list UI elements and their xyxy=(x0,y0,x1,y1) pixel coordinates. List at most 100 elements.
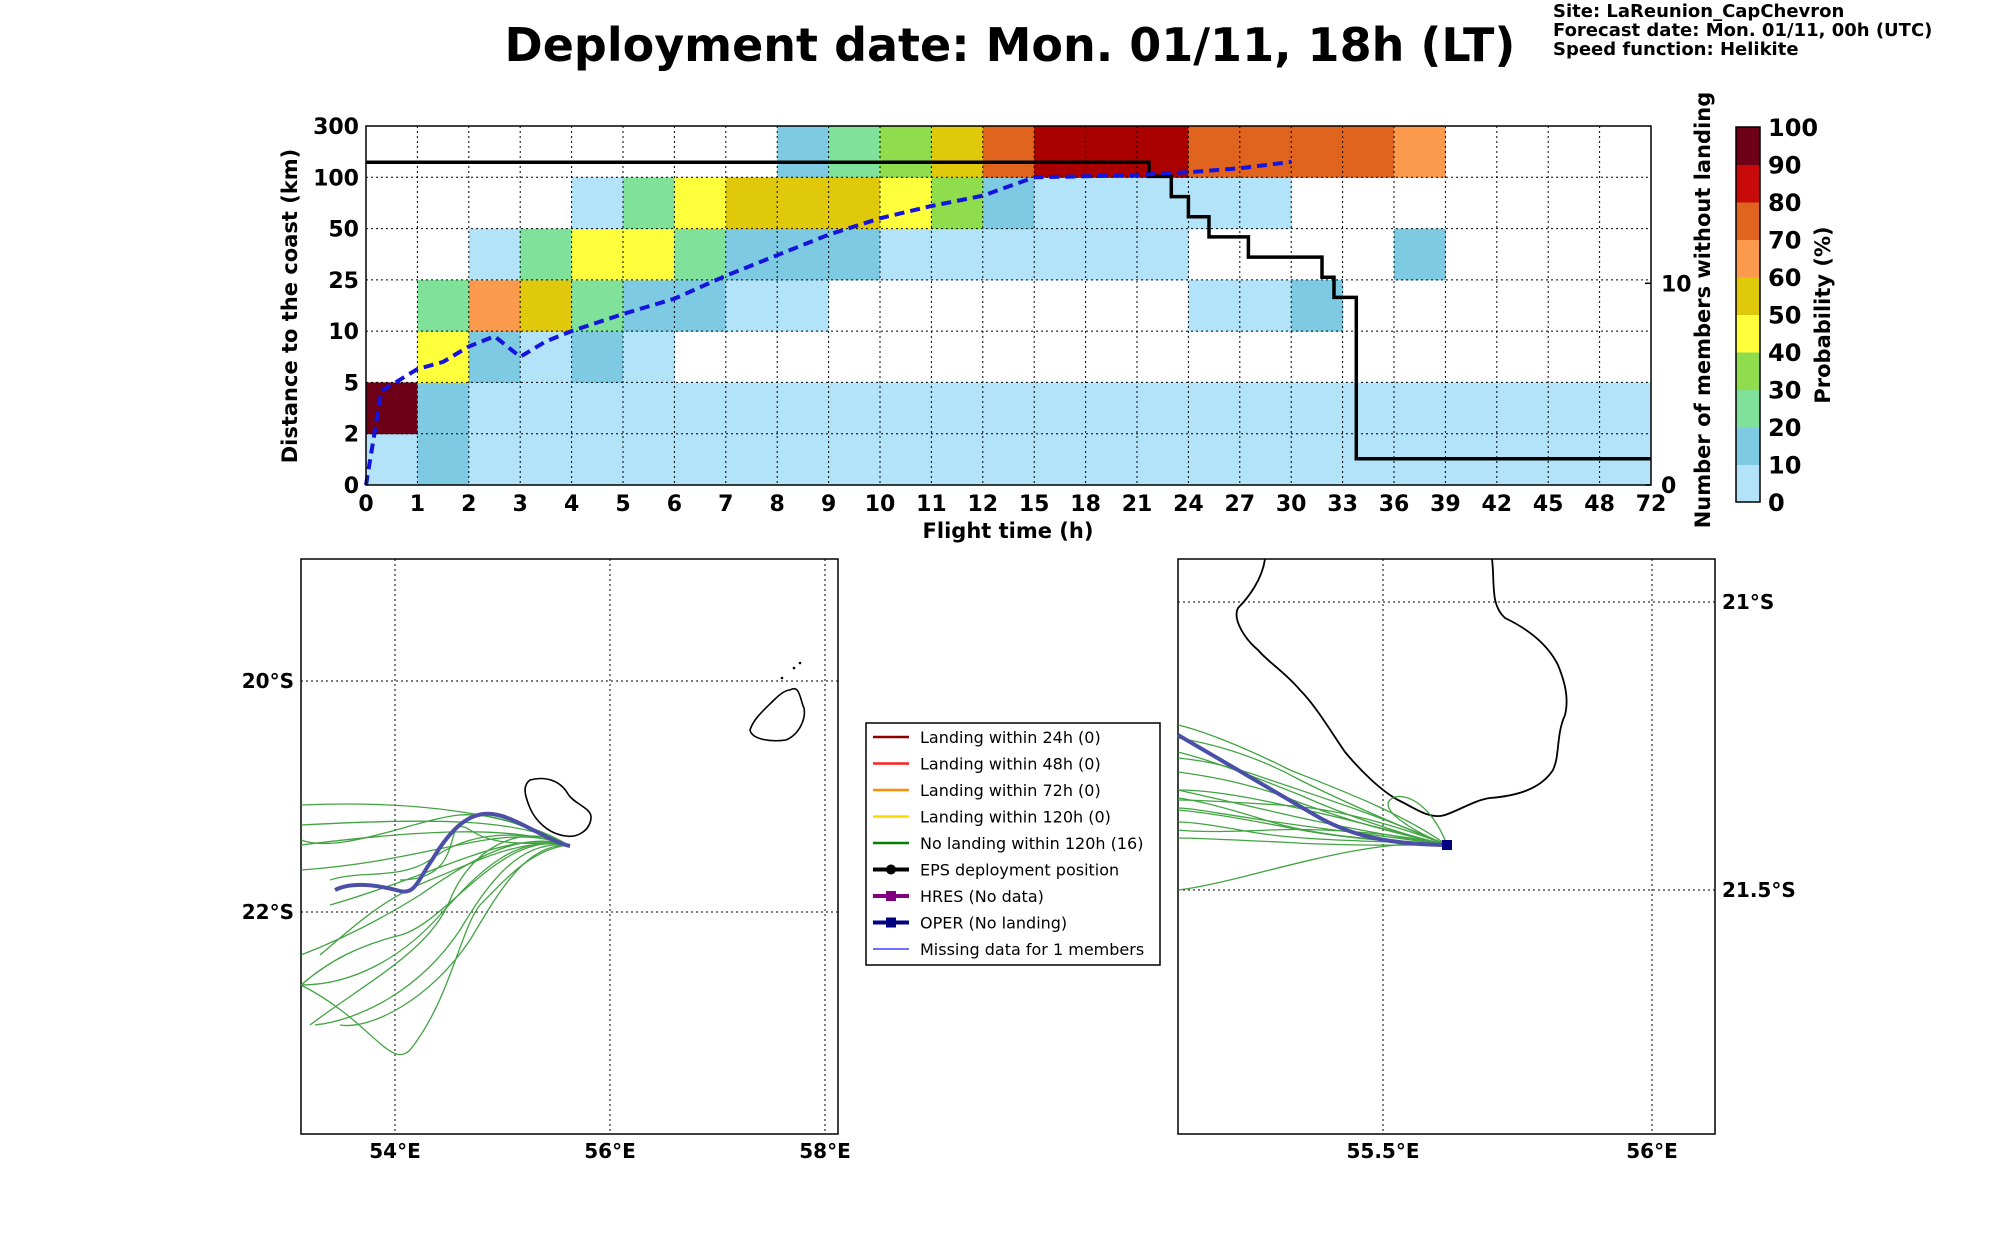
heatmap-cell xyxy=(468,228,521,281)
heatmap-cell xyxy=(828,126,881,178)
x-tick-label: 11 xyxy=(916,492,947,517)
probability-heatmap xyxy=(366,126,1652,486)
legend-marker xyxy=(886,864,896,875)
heatmap-cell xyxy=(982,228,1035,281)
heatmap-cell xyxy=(1137,228,1189,281)
deployment-marker xyxy=(1442,840,1452,850)
y-tick-label: 10 xyxy=(328,320,359,345)
colorbar-segment xyxy=(1736,239,1760,278)
heatmap-cell xyxy=(623,177,675,230)
heatmap-cell xyxy=(1034,228,1087,281)
lat-label: 22°S xyxy=(242,900,294,924)
forecast-label: Forecast date: Mon. 01/11, 00h (UTC) xyxy=(1553,20,1933,41)
heatmap-gridlines xyxy=(366,126,1651,485)
heatmap-cell xyxy=(468,331,521,383)
colorbar-tick-label: 60 xyxy=(1768,264,1801,292)
lat-label: 21.5°S xyxy=(1722,878,1796,902)
x-axis-label: Flight time (h) xyxy=(923,519,1094,543)
x-tick-label: 72 xyxy=(1636,492,1667,517)
lon-label: 56°E xyxy=(1626,1139,1678,1163)
y2-tick-label: 10 xyxy=(1661,272,1692,297)
x-tick-label: 39 xyxy=(1430,492,1461,517)
legend-label: OPER (No landing) xyxy=(920,914,1067,933)
heatmap-cell xyxy=(1239,126,1292,178)
heatmap-cell xyxy=(1342,126,1395,178)
colorbar-tick-label: 10 xyxy=(1768,452,1801,480)
heatmap-frame xyxy=(365,125,1652,486)
heatmap-cell xyxy=(931,177,984,230)
heatmap-cell xyxy=(520,279,573,332)
heatmap-cell xyxy=(725,279,778,332)
heatmap-cell xyxy=(366,382,418,435)
heatmap-cell xyxy=(1034,177,1087,230)
heatmap-cell xyxy=(1548,382,1601,435)
islet-marker xyxy=(798,661,802,665)
x-tick-label: 27 xyxy=(1224,492,1255,517)
colorbar-segment xyxy=(1736,202,1760,240)
heatmap-cell xyxy=(1342,382,1395,435)
heatmap-cell xyxy=(623,433,675,486)
heatmap-cell xyxy=(674,279,727,332)
heatmap-cell xyxy=(674,382,727,435)
heatmap-cell xyxy=(931,126,984,178)
heatmap-series xyxy=(364,159,1651,486)
reunion-island-outline xyxy=(524,777,592,838)
heatmap-cell xyxy=(931,228,984,281)
heatmap-cell xyxy=(1394,126,1446,178)
y-tick-label: 2 xyxy=(344,423,359,448)
map-zoom-labels: 55.5°E 56°E 21°S 21.5°S xyxy=(1346,590,1795,1163)
heatmap-cell xyxy=(880,228,932,281)
y2-axis-label: Number of members without landing xyxy=(1691,92,1715,529)
heatmap-cell xyxy=(725,433,778,486)
heatmap-cell xyxy=(1034,382,1087,435)
colorbar: 0 10 20 30 40 50 60 70 80 90 100 xyxy=(1735,114,1818,517)
heatmap-cell xyxy=(571,382,624,435)
x-tick-label: 15 xyxy=(1019,492,1050,517)
heatmap-cell xyxy=(1137,126,1189,178)
heatmap-cell xyxy=(1291,433,1344,486)
colorbar-tick-label: 40 xyxy=(1768,339,1801,367)
heatmap-cell xyxy=(777,279,830,332)
heatmap-cell xyxy=(1137,177,1189,230)
colorbar-tick-label: 100 xyxy=(1768,114,1818,142)
heatmap-cell xyxy=(1239,177,1292,230)
heatmap-cell xyxy=(1496,382,1549,435)
legend-box xyxy=(865,722,1161,966)
colorbar-segment xyxy=(1736,127,1760,165)
legend-label: EPS deployment position xyxy=(920,861,1119,880)
heatmap-cell xyxy=(417,279,470,332)
heatmap-cell xyxy=(1085,433,1138,486)
heatmap-cell xyxy=(623,228,675,281)
x-tick-label: 1 xyxy=(410,492,425,517)
heatmap-cell xyxy=(417,433,470,486)
chart-title: Deployment date: Mon. 01/11, 18h (LT) xyxy=(504,18,1516,72)
colorbar-segment xyxy=(1736,277,1760,315)
colorbar-segment xyxy=(1736,464,1760,503)
colorbar-tick-label: 50 xyxy=(1768,302,1801,330)
colorbar-tick-label: 80 xyxy=(1768,189,1801,217)
heatmap-cell xyxy=(777,126,830,178)
colorbar-segment xyxy=(1736,427,1760,465)
map-zoom-oper-track xyxy=(1177,733,1448,847)
heatmap-cell xyxy=(1188,177,1241,230)
colorbar-tick-label: 20 xyxy=(1768,414,1801,442)
x-tick-label: 8 xyxy=(770,492,785,517)
heatmap-cell xyxy=(520,228,573,281)
heatmap-cell xyxy=(674,177,727,230)
legend-label: HRES (No data) xyxy=(920,887,1044,906)
colorbar-tick-label: 90 xyxy=(1768,152,1801,180)
y-tick-label: 300 xyxy=(313,115,359,140)
site-info: Site: LaReunion_CapChevron Forecast date… xyxy=(1553,2,1932,59)
heatmap-cell xyxy=(828,228,881,281)
colorbar-segment xyxy=(1736,164,1760,203)
colorbar-tick-label: 0 xyxy=(1768,489,1785,517)
heatmap-cell xyxy=(777,433,830,486)
heatmap-cell xyxy=(1599,382,1652,435)
legend-label: No landing within 120h (16) xyxy=(920,834,1143,853)
colorbar-segment xyxy=(1736,389,1760,428)
map-overview xyxy=(300,558,839,1135)
lon-label: 54°E xyxy=(369,1139,421,1163)
lon-label: 58°E xyxy=(799,1139,851,1163)
site-label: Site: LaReunion_CapChevron xyxy=(1553,1,1845,22)
x-tick-label: 33 xyxy=(1327,492,1358,517)
